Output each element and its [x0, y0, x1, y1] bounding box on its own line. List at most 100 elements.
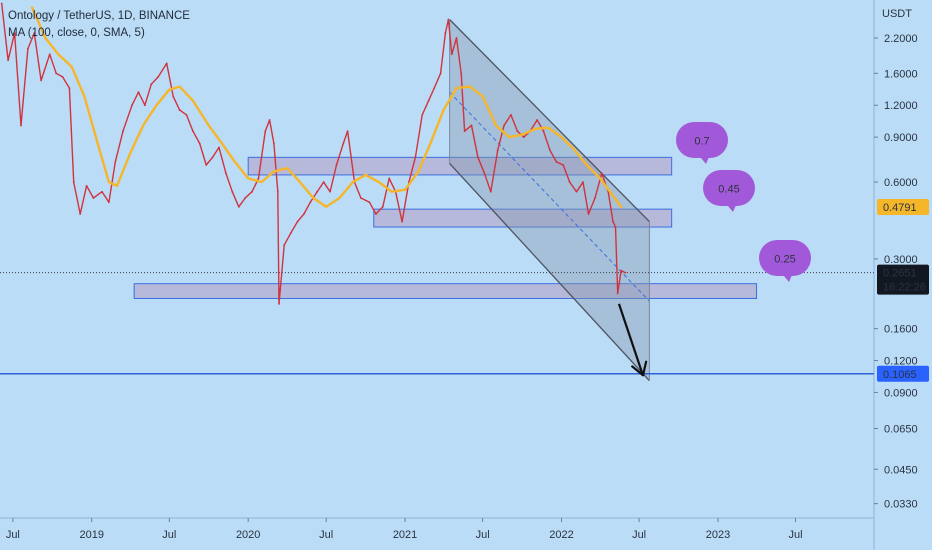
- ma-last-tag[interactable]: 0.4791: [877, 199, 929, 216]
- projection-arrow-head: [631, 360, 648, 377]
- channel-midline: [449, 91, 650, 302]
- support-zone-2: [133, 283, 758, 299]
- ma-point-14: [207, 124, 210, 127]
- price-point-57: [368, 201, 371, 204]
- ma-point-29: [404, 188, 406, 191]
- channel-lower-line: [449, 162, 650, 382]
- ma-point-26: [364, 174, 367, 176]
- price-point-74: [463, 130, 466, 133]
- price-point-18: [122, 130, 124, 133]
- price-point-25: [172, 95, 175, 98]
- ma-point-10: [155, 104, 158, 107]
- price-point-49: [316, 190, 319, 193]
- price-point-29: [198, 142, 201, 145]
- price-point-38: [257, 177, 260, 180]
- price-point-42: [276, 190, 279, 193]
- callout-body: [759, 240, 811, 276]
- price-point-5: [33, 32, 36, 34]
- y-tick-label: 0.0900: [884, 387, 918, 399]
- price-point-44: [283, 244, 286, 246]
- price-point-19: [131, 104, 133, 107]
- callout-label: 0.45: [718, 184, 739, 196]
- ma-point-31: [429, 142, 432, 145]
- y-tick-label: 1.2000: [884, 100, 918, 112]
- ma-point-28: [390, 190, 393, 193]
- price-point-3: [20, 124, 22, 127]
- price-point-20: [137, 91, 140, 94]
- price-point-46: [296, 220, 299, 223]
- price-point-92: [582, 181, 584, 183]
- price-point-65: [421, 113, 424, 116]
- price-point-77: [483, 172, 486, 175]
- y-tick-label: 0.3000: [884, 254, 918, 266]
- ma-point-18: [260, 181, 263, 183]
- ma-point-13: [192, 99, 194, 102]
- price-point-100: [620, 269, 623, 272]
- price-point-51: [329, 190, 331, 193]
- ma-point-15: [221, 142, 223, 145]
- price-point-23: [157, 75, 160, 78]
- ma-point-20: [286, 167, 288, 170]
- ma-point-5: [96, 142, 99, 145]
- price-point-67: [433, 87, 436, 90]
- price-point-60: [388, 177, 391, 180]
- price-point-22: [150, 83, 153, 86]
- ma-point-45: [612, 195, 614, 197]
- price-point-79: [496, 149, 499, 152]
- ma-point-33: [455, 87, 458, 89]
- ma-last-tag-text: 0.4791: [883, 202, 917, 214]
- price-point-82: [516, 130, 519, 133]
- price-point-98: [614, 226, 617, 228]
- price-point-94: [594, 197, 596, 199]
- price-point-87: [549, 149, 551, 152]
- price-point-69: [444, 32, 447, 34]
- price-point-99: [616, 292, 619, 295]
- ma-point-35: [481, 95, 484, 98]
- symbol-title[interactable]: Ontology / TetherUS, 1D, BINANCE: [8, 10, 190, 22]
- price-point-28: [191, 130, 194, 133]
- ma-point-42: [574, 149, 576, 151]
- price-point-32: [218, 146, 220, 149]
- price-point-62: [401, 220, 403, 223]
- indicator-legend[interactable]: MA (100, close, 0, SMA, 5): [8, 27, 145, 39]
- ma-point-19: [273, 170, 275, 173]
- price-point-45: [290, 231, 292, 234]
- callout-bubble-0[interactable]: 0.7: [676, 122, 728, 164]
- price-point-53: [342, 142, 345, 145]
- ma-point-4: [83, 95, 86, 98]
- ma-point-23: [325, 206, 327, 208]
- price-point-33: [224, 172, 227, 175]
- price-point-37: [251, 190, 253, 193]
- ma-point-21: [299, 181, 301, 183]
- price-point-97: [612, 220, 614, 223]
- price-scale-unit: USDT: [882, 8, 912, 20]
- price-point-31: [211, 156, 214, 159]
- x-tick-label: Jul: [476, 529, 490, 541]
- price-point-27: [185, 113, 188, 116]
- price-point-70: [447, 18, 450, 21]
- x-tick-label: Jul: [6, 529, 20, 541]
- price-point-95: [600, 172, 603, 175]
- ma-point-17: [247, 177, 249, 180]
- y-tick-label: 0.6000: [884, 177, 918, 189]
- price-point-8: [55, 72, 58, 75]
- callout-bubble-1[interactable]: 0.45: [703, 170, 755, 212]
- price-point-30: [205, 164, 208, 166]
- price-point-54: [346, 130, 349, 133]
- target-price-tag[interactable]: 0.1065: [877, 365, 929, 382]
- target-price-tag-text: 0.1065: [883, 369, 917, 381]
- price-point-35: [237, 205, 240, 208]
- x-tick-label: Jul: [789, 529, 803, 541]
- price-point-90: [568, 181, 571, 183]
- callout-bubble-2[interactable]: 0.25: [759, 240, 811, 282]
- ma-point-24: [338, 197, 341, 199]
- ma-point-0: [31, 6, 33, 9]
- price-point-76: [477, 156, 479, 159]
- chart-legend: Ontology / TetherUS, 1D, BINANCE MA (100…: [8, 8, 190, 42]
- price-point-7: [48, 53, 51, 56]
- price-point-12: [79, 213, 82, 215]
- last-price-tag[interactable]: 0.2651 16:22:26: [877, 264, 929, 295]
- ma-point-25: [351, 181, 354, 183]
- ma-point-30: [417, 170, 420, 173]
